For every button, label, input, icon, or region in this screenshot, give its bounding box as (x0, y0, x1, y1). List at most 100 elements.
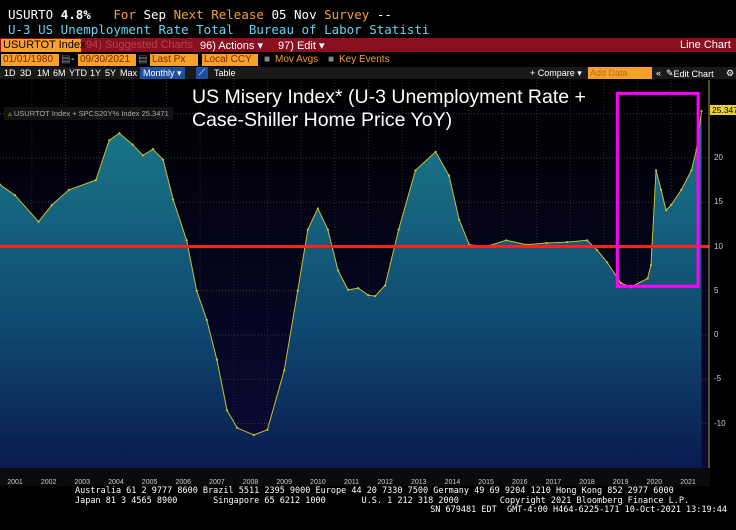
period-1y[interactable]: 1Y (90, 68, 102, 78)
data-point (225, 409, 229, 412)
data-point (37, 220, 40, 223)
data-point (596, 248, 599, 252)
security-input[interactable]: USURTOT Index (1, 39, 86, 52)
period-1d[interactable]: 1D (4, 68, 16, 78)
data-point (235, 426, 239, 430)
data-point (397, 228, 400, 231)
data-point (357, 286, 360, 290)
data-point (665, 209, 668, 212)
frequency-select[interactable]: Monthly ▾ (140, 67, 185, 79)
checkbox[interactable]: ■ (328, 54, 335, 65)
data-point (649, 263, 653, 267)
checkbox[interactable]: ■ (264, 54, 271, 65)
series-line (0, 111, 702, 436)
line-chart-icon[interactable]: ⟋ (196, 67, 208, 79)
data-point (161, 158, 165, 161)
actions-button[interactable]: 96) Actions ▾ (200, 40, 263, 52)
data-point (306, 228, 309, 231)
period-row: 1D 3D 1M 6M YTD 1Y 5Y Max Monthly ▾ ⟋ Ta… (0, 67, 736, 79)
x-tick-label: 2005 (141, 479, 158, 486)
gear-icon[interactable]: ⚙ (726, 68, 735, 78)
legend: ▵ USURTOT Index + SPCS20Y% Index 25.3471 (4, 107, 173, 120)
data-point (654, 169, 658, 172)
x-tick-label: 2021 (680, 479, 696, 486)
x-tick-label: 2019 (612, 479, 629, 486)
compare-button[interactable]: + Compare ▾ (530, 68, 582, 78)
next-release-label: Next Release (173, 7, 264, 22)
collapse-icon[interactable]: « (656, 68, 662, 78)
ticker-value: 4.8% (60, 7, 91, 22)
currency-select[interactable]: Local CCY (202, 54, 258, 66)
field-select[interactable]: Last Px (150, 54, 198, 66)
start-date[interactable]: 01/01/1980 (1, 54, 59, 66)
x-tick-label: 2002 (40, 479, 57, 486)
legend-label: USURTOT Index + SPCS20Y% Index 25.3471 (13, 109, 169, 118)
x-tick-label: 2004 (108, 479, 124, 486)
period-5y[interactable]: 5Y (105, 68, 117, 78)
data-point (384, 284, 387, 287)
x-tick-label: 2003 (74, 479, 91, 486)
x-tick-label: 2009 (276, 479, 292, 486)
x-axis: 2001 2002 2003 2004 2005 2006 2007 2008 2009 2010… (0, 468, 710, 486)
security-description: U-3 US Unemployment Rate Total Bureau of… (8, 22, 430, 37)
key-events[interactable]: Key Events (339, 54, 390, 65)
mov-avgs[interactable]: Mov Avgs (275, 54, 319, 65)
data-point (296, 289, 299, 292)
data-point (606, 261, 609, 264)
data-point (700, 109, 703, 113)
data-point (367, 294, 370, 297)
calendar-icon[interactable]: ▤ (138, 54, 148, 65)
x-tick-label: 2001 (7, 479, 23, 486)
calendar-icon[interactable]: ▤ (61, 54, 71, 65)
data-point (690, 169, 693, 172)
x-tick-label: 2008 (242, 479, 259, 486)
footer: Australia 61 2 9777 8600 Brazil 5511 239… (75, 486, 727, 516)
data-point (447, 174, 451, 177)
y-tick-label: -10 (714, 418, 726, 428)
data-point (252, 433, 256, 437)
period-max[interactable]: Max (120, 68, 138, 78)
data-point (266, 428, 269, 431)
footer-contacts: Australia 61 2 9777 8600 Brazil 5511 239… (75, 486, 674, 496)
data-point (67, 188, 70, 191)
data-point (316, 207, 319, 210)
footer-copyright: Japan 81 3 4565 8900 Singapore 65 6212 1… (75, 495, 690, 506)
x-tick-label: 2010 (310, 479, 326, 486)
last-value-tag: 25.3471 (710, 105, 736, 115)
data-point (195, 289, 198, 292)
x-tick-label: 2007 (209, 479, 225, 486)
data-point (326, 228, 330, 231)
edit-chart-button[interactable]: ✎ Edit Chart (666, 68, 714, 79)
end-date[interactable]: 09/30/2021 (78, 54, 136, 66)
data-point (94, 179, 97, 182)
data-point (13, 194, 17, 197)
suggested-charts-button[interactable]: 94) Suggested Charts (86, 39, 194, 51)
period-ytd[interactable]: YTD (69, 68, 87, 78)
data-point (619, 281, 622, 284)
x-tick-label: 2017 (545, 479, 562, 486)
edit-button[interactable]: 97) Edit ▾ (278, 40, 325, 52)
range-row: 01/01/1980 ▤ - 09/30/2021 ▤ Last Px Loca… (0, 54, 736, 67)
period: Sep (143, 7, 167, 22)
data-point (336, 269, 340, 272)
add-data-input[interactable]: Add Data (588, 67, 652, 79)
data-point (414, 169, 417, 172)
data-point (118, 132, 121, 135)
period-1m[interactable]: 1M (37, 68, 50, 78)
table-button[interactable]: Table (214, 68, 236, 78)
x-tick-label: 2015 (478, 479, 494, 486)
ticker-line: USURTO 4.8% For Sep Next Release 05 Nov … (8, 7, 392, 22)
chart-plot (0, 80, 710, 468)
data-point (0, 183, 1, 186)
x-tick-label: 2006 (175, 479, 192, 486)
footer-session: SN 679481 EDT GMT-4:00 H464-6225-171 10-… (430, 505, 727, 515)
chart-type: Line Chart (680, 39, 731, 51)
period-6m[interactable]: 6M (53, 68, 66, 78)
ticker: USURTO (8, 7, 54, 22)
period-3d[interactable]: 3D (20, 68, 32, 78)
for-label: For (113, 7, 136, 22)
x-tick-label: 2018 (579, 479, 595, 486)
data-point (659, 188, 663, 191)
data-point (505, 239, 508, 242)
data-point (680, 188, 683, 191)
